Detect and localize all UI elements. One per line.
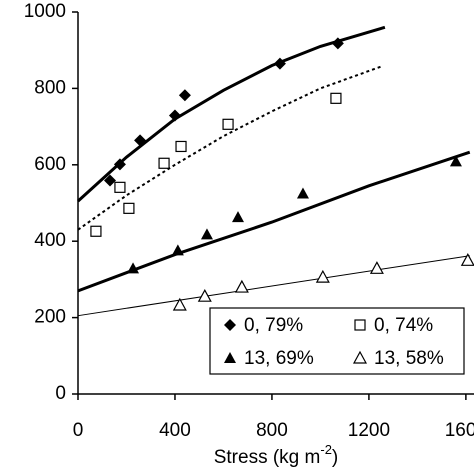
marker — [222, 118, 234, 130]
marker — [90, 225, 102, 237]
y-tick-label: 400 — [34, 230, 66, 251]
x-tick-label: 800 — [256, 420, 288, 441]
legend-label: 0, 79% — [244, 315, 303, 336]
marker — [224, 319, 236, 331]
y-tick-label: 800 — [34, 77, 66, 98]
marker — [331, 37, 344, 50]
y-tick-label: 600 — [34, 154, 66, 175]
x-tick-label: 1200 — [348, 420, 390, 441]
y-tick-label: 200 — [34, 307, 66, 328]
marker — [460, 253, 474, 266]
marker — [449, 155, 462, 167]
marker — [123, 202, 135, 214]
marker — [104, 174, 116, 187]
legend-box — [209, 307, 465, 375]
marker — [232, 211, 244, 223]
marker — [158, 157, 170, 169]
marker — [315, 269, 330, 283]
marker — [330, 92, 342, 104]
marker — [175, 140, 187, 153]
y-tick-label: 1000 — [24, 1, 66, 22]
marker — [197, 288, 212, 302]
marker — [354, 319, 366, 331]
legend-label: 13, 58% — [374, 348, 444, 369]
fit-line — [77, 150, 471, 293]
marker — [127, 262, 140, 274]
marker — [171, 244, 184, 256]
marker — [234, 279, 249, 293]
x-tick-label: 0 — [73, 420, 84, 441]
marker — [172, 297, 187, 311]
legend-label: 0, 74% — [374, 315, 433, 336]
marker — [178, 89, 191, 102]
x-axis-label: Stress (kg m-2) — [214, 442, 339, 468]
marker — [352, 350, 368, 364]
marker — [114, 181, 126, 193]
marker — [168, 109, 181, 122]
marker — [296, 187, 309, 199]
fit-line — [77, 255, 470, 317]
y-tick-label: 0 — [55, 383, 66, 404]
marker — [113, 158, 126, 171]
marker — [224, 352, 236, 363]
fit-line — [76, 25, 386, 203]
marker — [369, 261, 384, 274]
x-tick-label: 400 — [159, 420, 191, 441]
marker — [134, 134, 147, 147]
marker — [200, 228, 213, 240]
legend-label: 13, 69% — [244, 348, 314, 369]
marker — [273, 57, 286, 70]
